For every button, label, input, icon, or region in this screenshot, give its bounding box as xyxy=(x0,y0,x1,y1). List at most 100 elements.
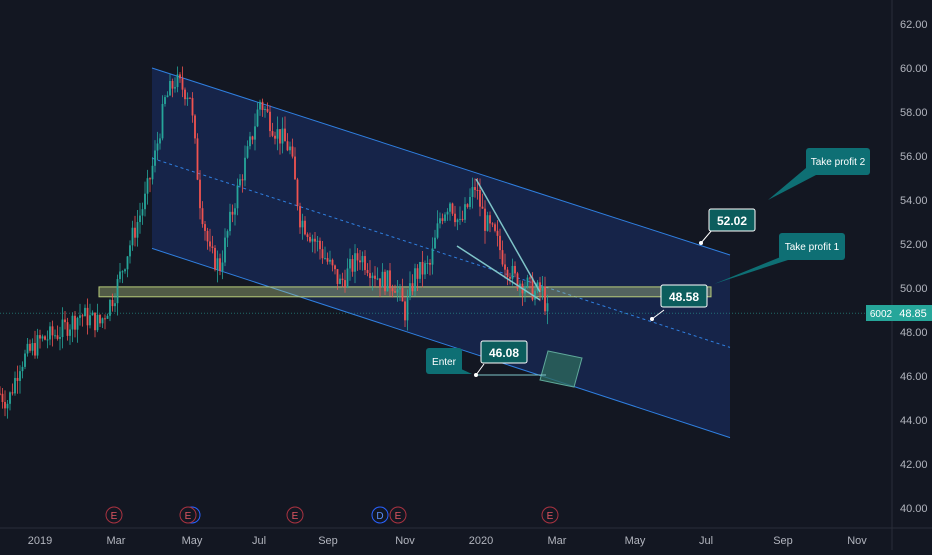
take-profit-1-callout[interactable]: Take profit 1 xyxy=(779,233,845,260)
take-profit-2-box xyxy=(806,148,870,175)
candle-up xyxy=(156,143,159,151)
candle-down xyxy=(529,277,531,279)
candle-down xyxy=(384,271,386,292)
candle-up xyxy=(276,129,279,139)
candle-up xyxy=(464,204,466,220)
candle-down xyxy=(331,259,334,266)
candle-up xyxy=(436,223,439,238)
candle-up xyxy=(354,253,356,272)
candle-down xyxy=(356,253,359,261)
price-channel[interactable] xyxy=(152,68,730,438)
candle-down xyxy=(219,258,221,271)
candle-up xyxy=(361,256,364,263)
event-circle xyxy=(179,506,197,524)
candle-down xyxy=(16,377,19,381)
candle-up xyxy=(249,136,251,147)
candle-down xyxy=(271,131,274,136)
candle-down xyxy=(241,179,244,181)
event-marker-2[interactable]: E xyxy=(179,506,201,524)
y-tick-label: 54.00 xyxy=(900,195,928,207)
candle-up xyxy=(439,218,441,224)
wedge-upper-line[interactable] xyxy=(475,178,541,293)
candle-up xyxy=(371,275,374,279)
target-48-callout[interactable]: 48.58 xyxy=(660,284,708,308)
target-52-leader xyxy=(700,229,713,244)
candle-down xyxy=(466,204,469,207)
candle-down xyxy=(294,156,296,180)
candle-down xyxy=(481,206,484,209)
take-profit-1-pointer xyxy=(714,256,788,284)
enter-callout[interactable]: Enter xyxy=(426,348,462,374)
candle-up xyxy=(169,80,171,96)
candle-down xyxy=(484,208,486,231)
candle-up xyxy=(166,95,169,98)
candle-up xyxy=(414,268,416,292)
channel-top-line[interactable] xyxy=(151,67,731,256)
candle-down xyxy=(99,314,101,324)
y-axis[interactable]: 40.00 42.00 44.00 46.00 48.00 50.00 52.00 54.00… xyxy=(900,19,928,515)
take-profit-1-label: Take profit 1 xyxy=(785,242,840,253)
y-tick-label: 58.00 xyxy=(900,107,928,119)
candle-up xyxy=(159,138,161,144)
candle-up xyxy=(471,187,474,197)
candle-down xyxy=(364,256,366,271)
candle-up xyxy=(431,248,434,265)
target-48-box xyxy=(660,284,708,308)
candle-up xyxy=(226,231,229,238)
candle-down xyxy=(326,258,329,262)
wedge-lower-line[interactable] xyxy=(456,245,541,301)
channel-bottom-line[interactable] xyxy=(151,247,731,439)
event-letter: E xyxy=(111,511,118,522)
candle-up xyxy=(424,263,426,275)
take-profit-2-pointer xyxy=(768,168,816,200)
candle-up xyxy=(239,179,241,186)
falling-wedge[interactable] xyxy=(456,178,541,301)
candle-down xyxy=(231,211,234,215)
candle-up xyxy=(444,214,446,221)
candle-down xyxy=(416,268,419,279)
entry-46-callout[interactable]: 46.08 xyxy=(480,340,528,364)
x-axis[interactable]: 2019 Mar May Jul Sep Nov 2020 Mar May Jul Sep Nov xyxy=(28,535,868,547)
support-zone[interactable] xyxy=(98,286,712,298)
candle-down xyxy=(111,299,114,307)
candle-down xyxy=(184,89,186,100)
candle-down xyxy=(284,128,286,142)
y-tick-label: 56.00 xyxy=(900,151,928,163)
event-marker-4[interactable]: D xyxy=(371,506,389,524)
candle-down xyxy=(359,260,361,263)
event-marker-3[interactable]: E xyxy=(286,506,304,524)
entry-zone-box[interactable] xyxy=(539,350,583,388)
event-circle xyxy=(105,506,123,524)
x-tick-label: 2019 xyxy=(28,535,52,547)
candle-down xyxy=(451,203,454,214)
event-marker-1[interactable]: E xyxy=(105,506,123,524)
x-tick-label: Sep xyxy=(318,535,338,547)
candle-down xyxy=(104,318,106,320)
symbol-text: 6002 xyxy=(870,309,893,320)
event-letter: E xyxy=(292,511,299,522)
y-tick-label: 48.00 xyxy=(900,327,928,339)
candle-up xyxy=(419,261,421,279)
event-marker-5[interactable]: E xyxy=(389,506,407,524)
candle-up xyxy=(46,339,49,341)
candle-up xyxy=(146,178,149,194)
event-letter: D xyxy=(376,511,383,522)
target-52-callout[interactable]: 52.02 xyxy=(708,208,756,232)
candle-up xyxy=(21,366,24,372)
candle-down xyxy=(94,312,96,331)
event-marker-6[interactable]: E xyxy=(541,506,559,524)
candle-up xyxy=(139,215,141,223)
candle-down xyxy=(401,288,404,302)
candle-down xyxy=(501,250,504,265)
candle-up xyxy=(224,237,226,263)
take-profit-2-callout[interactable]: Take profit 2 xyxy=(806,148,870,175)
candle-down xyxy=(214,247,216,270)
candle-down xyxy=(391,288,394,292)
enter-box xyxy=(426,348,462,374)
channel-median-line[interactable] xyxy=(151,157,731,348)
candle-up xyxy=(14,377,16,394)
candle-up xyxy=(71,315,74,330)
